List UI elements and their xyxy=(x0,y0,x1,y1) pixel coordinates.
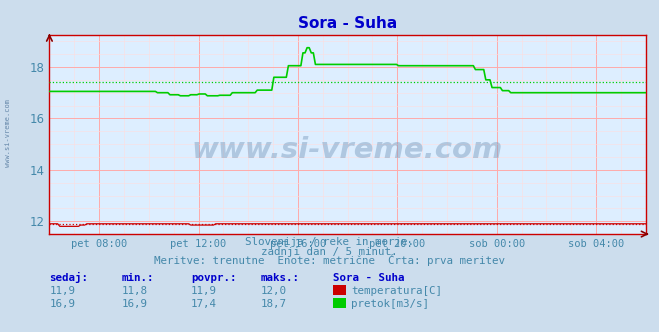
Text: Meritve: trenutne  Enote: metrične  Črta: prva meritev: Meritve: trenutne Enote: metrične Črta: … xyxy=(154,254,505,266)
Text: povpr.:: povpr.: xyxy=(191,273,237,283)
Text: pretok[m3/s]: pretok[m3/s] xyxy=(351,299,429,309)
Text: 18,7: 18,7 xyxy=(260,299,286,309)
Text: Slovenija / reke in morje.: Slovenija / reke in morje. xyxy=(245,237,414,247)
Text: 11,9: 11,9 xyxy=(49,287,75,296)
Text: www.si-vreme.com: www.si-vreme.com xyxy=(192,136,503,164)
Text: zadnji dan / 5 minut.: zadnji dan / 5 minut. xyxy=(261,247,398,257)
Text: www.si-vreme.com: www.si-vreme.com xyxy=(5,99,11,167)
Text: min.:: min.: xyxy=(122,273,154,283)
Text: 17,4: 17,4 xyxy=(191,299,217,309)
Title: Sora - Suha: Sora - Suha xyxy=(298,16,397,31)
Text: 16,9: 16,9 xyxy=(49,299,75,309)
Text: 11,8: 11,8 xyxy=(122,287,148,296)
Text: 11,9: 11,9 xyxy=(191,287,217,296)
Text: 16,9: 16,9 xyxy=(122,299,148,309)
Text: 12,0: 12,0 xyxy=(260,287,286,296)
Text: Sora - Suha: Sora - Suha xyxy=(333,273,404,283)
Text: maks.:: maks.: xyxy=(260,273,299,283)
Text: temperatura[C]: temperatura[C] xyxy=(351,287,442,296)
Text: sedaj:: sedaj: xyxy=(49,272,88,283)
